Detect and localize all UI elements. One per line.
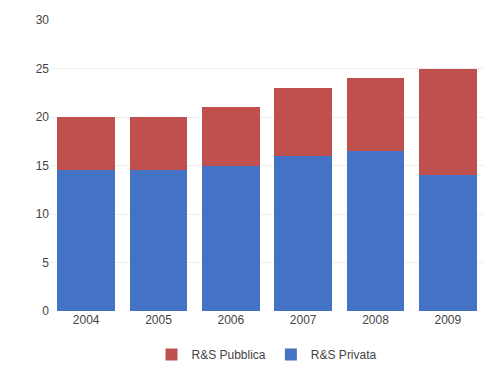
svg-text:R&S Privata: R&S Privata [311,348,377,362]
svg-text:R&S Pubblica: R&S Pubblica [192,348,266,362]
svg-text:2004: 2004 [73,313,100,327]
svg-text:15: 15 [36,159,50,173]
svg-text:20: 20 [36,110,50,124]
svg-text:2008: 2008 [362,313,389,327]
svg-text:10: 10 [36,207,50,221]
svg-text:2009: 2009 [434,313,461,327]
svg-text:30: 30 [36,13,50,27]
svg-text:2006: 2006 [217,313,244,327]
svg-text:2005: 2005 [145,313,172,327]
svg-text:2007: 2007 [290,313,317,327]
svg-text:5: 5 [42,256,49,270]
svg-text:0: 0 [42,304,49,318]
svg-text:25: 25 [36,62,50,76]
